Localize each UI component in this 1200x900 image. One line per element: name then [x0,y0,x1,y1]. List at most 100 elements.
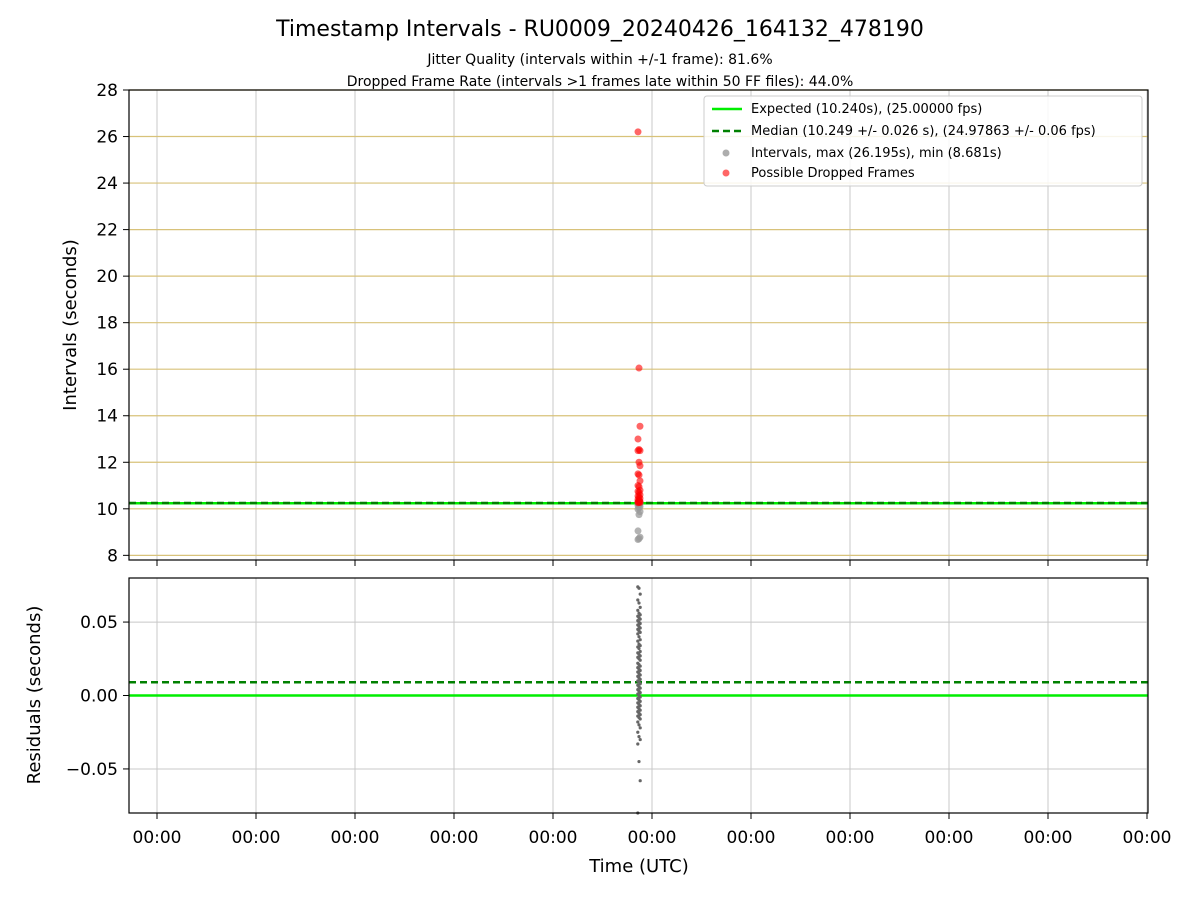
x-tick-label: 00:00 [1123,828,1172,848]
residual-point [638,737,642,742]
x-tick-label: 00:00 [133,828,182,848]
residual-point [638,686,642,690]
legend-dropped-label: Possible Dropped Frames [751,166,915,181]
intervals-y-tick-label: 12 [96,453,118,473]
residual-point [638,708,642,712]
x-tick-label: 00:00 [529,828,578,848]
intervals-y-axis-label: Intervals (seconds) [60,239,81,411]
residual-point [638,649,642,654]
residual-point [637,759,641,764]
residual-point [637,735,641,739]
residuals-y-axis-label: Residuals (seconds) [24,606,45,785]
residual-point [638,673,642,677]
intervals-y-tick-label: 18 [96,314,118,334]
interval-point [636,533,644,541]
legend-intervals-marker [722,149,730,157]
residual-point [638,712,642,717]
residual-point [637,635,641,639]
chart-subtitle-jitter: Jitter Quality (intervals within +/-1 fr… [426,52,772,68]
residual-point [638,592,642,596]
residual-point [638,779,642,783]
residual-point [638,699,642,703]
residual-point [638,682,642,686]
dropped-frame-point [634,128,642,136]
intervals-y-ticks: 8 10 12 14 16 18 20 22 24 26 28 [96,81,129,566]
legend-box [703,95,1143,187]
residual-point [638,617,642,621]
dropped-frame-point [634,435,642,443]
x-tick-label: 00:00 [331,828,380,848]
residual-point [638,630,642,634]
intervals-y-tick-label: 26 [96,128,118,148]
residual-point [638,638,642,642]
residuals-x-ticks: 00:00 00:00 00:00 00:00 00:00 00:00 00:00 00:00… [133,813,1172,848]
residual-point [636,608,640,612]
residual-point [637,723,641,727]
dropped-frame-point [634,499,642,507]
dropped-frame-point [634,447,642,455]
residual-point [636,639,640,643]
residual-point [638,726,642,730]
dropped-frame-point [636,462,644,470]
residual-point [638,664,642,668]
residual-point [638,695,642,699]
residual-point [638,677,642,681]
x-tick-label: 00:00 [727,828,776,848]
intervals-panel: 8 10 12 14 16 18 20 22 24 26 28 Intervals (seconds… [60,81,1149,566]
intervals-axes-frame [128,89,1149,561]
intervals-y-tick-label: 28 [96,81,118,101]
dropped-frame-point [636,422,644,430]
chart-title: Timestamp Intervals - RU0009_20240426_16… [275,17,924,42]
residuals-points [636,585,642,815]
residual-point [637,601,641,605]
chart-subtitle-dropped: Dropped Frame Rate (intervals >1 frames … [347,74,854,90]
residuals-y-tick-label: −0.05 [66,760,118,780]
legend-dropped-marker [722,169,730,177]
residuals-y-ticks: 0.05 0.00 −0.05 [66,613,129,780]
residual-point [636,742,640,746]
residual-point [638,717,642,721]
x-tick-label: 00:00 [232,828,281,848]
x-tick-label: 00:00 [925,828,974,848]
residuals-y-tick-label: 0.05 [80,613,118,633]
intervals-x-ticks [156,560,1148,566]
intervals-y-tick-label: 22 [96,221,118,241]
intervals-y-tick-label: 8 [107,546,118,566]
residual-point [636,730,640,734]
residual-point [638,621,642,626]
legend: Expected (10.240s), (25.00000 fps) Media… [703,95,1143,187]
residual-point [638,704,642,708]
residual-point [637,586,641,590]
x-tick-label: 00:00 [430,828,479,848]
intervals-y-tick-label: 24 [96,174,118,194]
legend-expected-label: Expected (10.240s), (25.00000 fps) [751,102,982,117]
residual-point [638,613,642,617]
residual-point [638,605,642,609]
intervals-y-tick-label: 16 [96,360,118,380]
x-tick-label: 00:00 [826,828,875,848]
legend-intervals-label: Intervals, max (26.195s), min (8.681s) [751,146,1002,161]
residual-point [638,690,642,695]
residual-point [636,598,640,602]
residual-point [638,654,642,658]
residual-point [638,643,642,648]
intervals-y-tick-label: 20 [96,267,118,287]
x-tick-label: 00:00 [1024,828,1073,848]
residual-point [638,668,642,673]
x-tick-label: 00:00 [628,828,677,848]
x-axis-label: Time (UTC) [588,856,689,877]
intervals-y-tick-label: 10 [96,500,118,520]
residual-point [638,626,642,630]
residual-point [638,658,642,662]
residual-point [636,632,640,636]
legend-median-label: Median (10.249 +/- 0.026 s), (24.97863 +… [751,124,1096,139]
residuals-y-tick-label: 0.00 [80,687,118,707]
residual-point [636,720,640,724]
intervals-y-tick-label: 14 [96,407,118,427]
residual-point [637,646,641,651]
dropped-frame-point [635,364,643,372]
interval-point [634,527,642,535]
intervals-points [634,128,644,544]
dropped-frame-point [635,471,643,479]
